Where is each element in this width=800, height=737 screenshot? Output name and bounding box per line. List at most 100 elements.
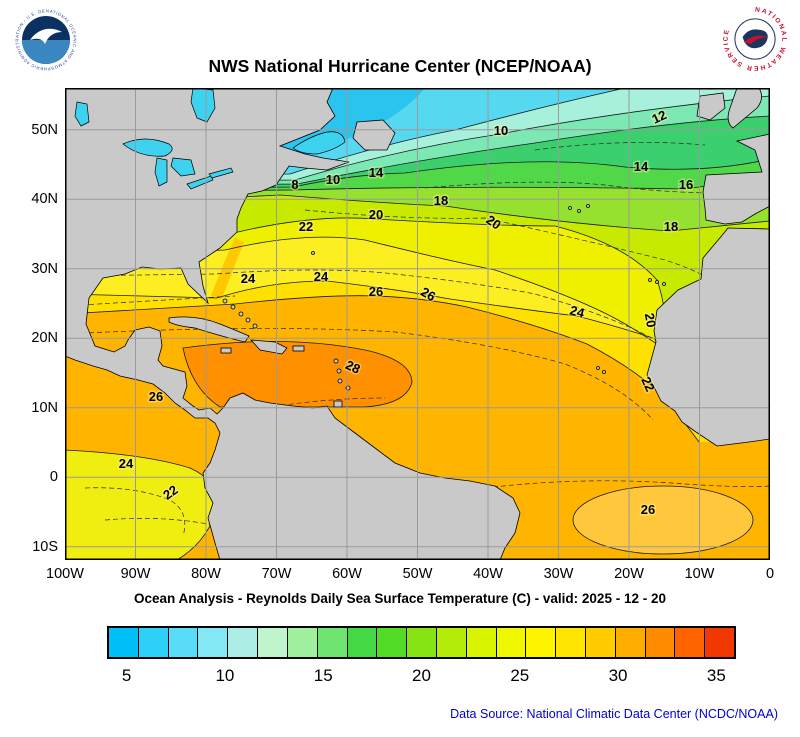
land-britain — [727, 88, 762, 129]
island-dot — [568, 206, 572, 210]
lon-tick-label: 0 — [765, 566, 775, 582]
isotherm-dashed-gulf — [65, 295, 236, 307]
land-cuba — [168, 316, 250, 343]
land-europe — [702, 133, 770, 225]
contour-label: 24 — [241, 271, 256, 286]
contour-label: 8 — [291, 177, 298, 192]
colorbar-ticks: 5 10 15 20 25 30 35 — [107, 666, 736, 688]
colorbar-segment — [347, 628, 378, 657]
colorbar-tick-label: 35 — [706, 666, 726, 685]
isotherm-dashed-19 — [304, 209, 734, 299]
contour-label: 24 — [119, 456, 134, 471]
contour-label: 20 — [642, 312, 659, 329]
colorbar-segment — [705, 628, 735, 657]
isotherm-28 — [182, 341, 413, 408]
island-dot — [648, 278, 652, 282]
contour-label: 24 — [568, 303, 587, 321]
lake-michigan — [154, 157, 168, 187]
island-dot — [238, 311, 244, 317]
lat-tick-label: 10N — [31, 399, 58, 416]
contour-label: 26 — [641, 502, 655, 517]
nws-logo-svg: NATIONAL WEATHER SERVICE — [723, 7, 787, 71]
colorbar-tick-label: 25 — [510, 666, 530, 685]
colorbar-segment — [645, 628, 676, 657]
land-bahamas — [222, 298, 258, 329]
island-dot — [337, 378, 343, 384]
colorbar-segment — [287, 628, 318, 657]
colorbar-segment — [317, 628, 348, 657]
contour-label: 14 — [369, 165, 384, 180]
graticule — [65, 88, 770, 560]
colorbar-segment — [377, 628, 408, 657]
colorbar-tick-label: 10 — [215, 666, 235, 685]
noaa-logo: NATIONAL OCEANIC AND ATMOSPHERIC ADMINIS… — [10, 2, 80, 74]
nws-bird-icon — [743, 35, 769, 45]
south-atlantic-26c-pool — [573, 486, 753, 554]
isotherm-16 — [65, 176, 770, 193]
lat-tick-label: 40N — [31, 191, 58, 208]
page-title: NWS National Hurricane Center (NCEP/NOAA… — [208, 56, 592, 76]
colorbar-segment — [138, 628, 169, 657]
island-dot — [586, 204, 590, 208]
noaa-gull-icon — [30, 28, 62, 44]
island-dot — [662, 282, 666, 286]
land-ireland — [696, 92, 726, 121]
land-azores — [568, 204, 590, 213]
lon-tick-label: 40W — [473, 566, 503, 582]
lon-tick-label: 10W — [684, 566, 715, 582]
lat-tick-label: 0 — [49, 469, 58, 486]
lon-tick-label: 80W — [191, 566, 221, 582]
lat-tick-label: 10S — [32, 538, 58, 555]
map-subtitle: Ocean Analysis - Reynolds Daily Sea Surf… — [134, 591, 666, 606]
lon-tick-label: 50W — [402, 566, 433, 582]
island-dot — [655, 280, 659, 284]
data-source: Data Source: National Climatic Data Cent… — [450, 707, 778, 721]
lake-winnipeg — [74, 101, 90, 127]
contour-label: 10 — [326, 172, 340, 187]
caribbean-28c-pool — [183, 341, 412, 407]
colorbar-segment — [586, 628, 616, 657]
land-hispaniola — [250, 339, 288, 355]
gulf-stream-warm-ribbon — [211, 238, 244, 298]
isotherm-dashed-27s — [484, 480, 770, 489]
lat-tick-label: 50N — [31, 121, 58, 138]
island-dot — [333, 358, 339, 364]
colorbar-segment — [228, 628, 259, 657]
colorbar-tick-label: 15 — [313, 666, 333, 685]
island-dot — [230, 304, 236, 310]
colorbar-segment — [675, 628, 706, 657]
island-dot — [222, 298, 228, 304]
isotherm-26-south — [572, 485, 754, 555]
contour-label: 22 — [299, 219, 313, 234]
colorbar-segment — [168, 628, 199, 657]
james-bay — [190, 88, 216, 123]
gulf-of-st-lawrence — [292, 131, 346, 155]
colorbar-tick-label: 5 — [121, 666, 132, 685]
nws-logo: NATIONAL WEATHER SERVICE — [722, 6, 788, 72]
lat-tick-label: 20N — [31, 330, 58, 347]
island-dot — [252, 323, 258, 329]
lon-tick-label: 30W — [543, 566, 574, 582]
contour-label: 18 — [664, 219, 678, 234]
land-trinidad — [333, 400, 343, 408]
lon-tick-label: 20W — [614, 566, 644, 582]
land-bermuda — [311, 251, 315, 255]
land-jamaica — [220, 347, 232, 354]
contour-label: 16 — [679, 177, 693, 192]
colorbar-segment — [198, 628, 229, 657]
isotherm-dashed-23 — [65, 269, 666, 347]
land-canary-islands — [648, 278, 666, 286]
lat-tick-label: 30N — [31, 260, 58, 277]
colorbar-tick-label: 30 — [608, 666, 628, 685]
land-newfoundland — [352, 119, 396, 151]
map-frame — [65, 88, 770, 560]
contour-label: 26 — [369, 284, 383, 299]
colorbar-tick-label: 20 — [412, 666, 431, 685]
isotherm-20 — [65, 217, 678, 360]
noaa-logo-svg: NATIONAL OCEANIC AND ATMOSPHERIC ADMINIS… — [10, 2, 79, 73]
island-dot — [336, 368, 342, 374]
lake-huron — [170, 157, 196, 177]
contour-label: 18 — [434, 193, 448, 208]
